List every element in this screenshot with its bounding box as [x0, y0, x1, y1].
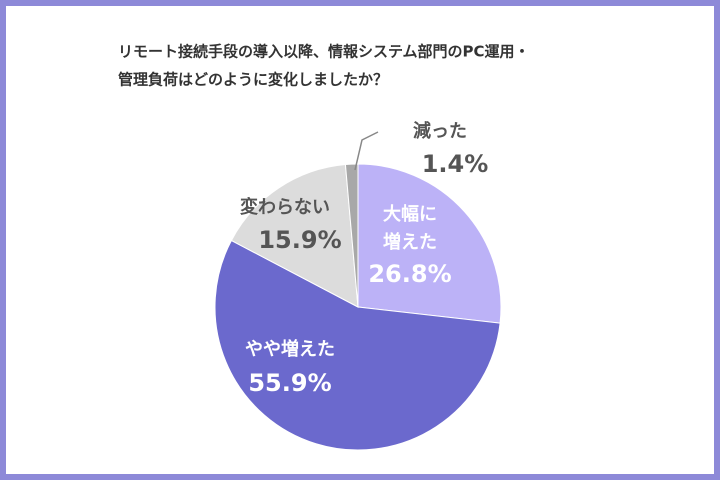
value-label: 15.9% — [258, 226, 341, 254]
slice-label: 大幅に — [383, 203, 437, 225]
slice-label: 減った — [413, 120, 467, 142]
chart-title: リモート接続手段の導入以降、情報システム部門のPC運用・ — [118, 43, 530, 61]
value-label: 55.9% — [248, 369, 331, 397]
value-label: 26.8% — [368, 260, 451, 288]
slice-label: 増えた — [383, 231, 437, 253]
pie-slice — [357, 163, 502, 324]
value-label: 1.4% — [422, 150, 489, 178]
chart-title: 管理負荷はどのように変化しましたか？ — [118, 71, 388, 89]
slice-label: やや増えた — [245, 338, 335, 360]
pie-slice — [214, 239, 501, 451]
leader-line — [354, 131, 379, 171]
pie-slice — [230, 164, 359, 308]
slice-label: 変わらない — [240, 196, 330, 218]
pie-slice — [344, 163, 359, 308]
